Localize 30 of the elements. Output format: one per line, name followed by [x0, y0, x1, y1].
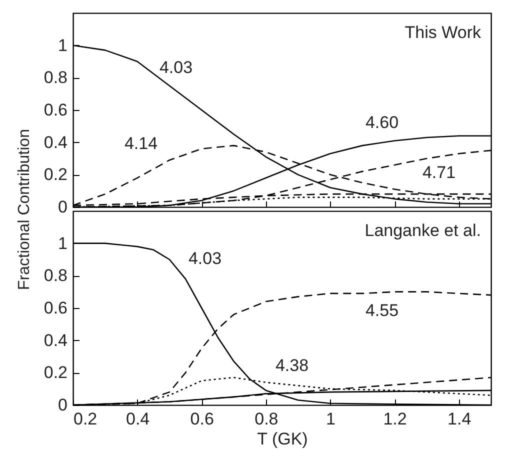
x-tick-label: 0.8	[254, 410, 278, 428]
x-tick-label: 1.2	[383, 410, 407, 428]
series-label: 4.14	[124, 134, 158, 153]
y-tick-label: 1	[58, 234, 68, 253]
y-tick-label: 0.6	[44, 100, 68, 120]
series-label: 4.60	[365, 113, 399, 132]
y-tick-label: 0.2	[44, 363, 68, 382]
x-tick-label: 1	[326, 410, 336, 428]
series-label: 4.03	[188, 249, 222, 268]
series-label: 4.03	[159, 58, 193, 77]
series-label: 4.38	[275, 356, 309, 375]
annotation: This Work	[404, 23, 482, 42]
y-tick-label: 0.2	[44, 165, 68, 184]
annotation: Langanke et al.	[364, 221, 481, 240]
y-tick-label: 0.4	[44, 132, 68, 152]
y-tick-label: 0.8	[44, 266, 68, 286]
x-tick-label: 0.6	[190, 410, 214, 428]
x-tick-label: 0.2	[74, 410, 98, 428]
x-tick-label: 0.4	[126, 410, 150, 428]
x-axis-title: T (GK)	[257, 430, 308, 448]
y-tick-label: 0.4	[44, 330, 68, 350]
series-label: 4.55	[365, 301, 399, 320]
y-tick-label: 0	[58, 396, 68, 414]
y-tick-label: 0	[58, 198, 68, 216]
y-tick-label: 0.8	[44, 68, 68, 88]
series-label: 4.71	[422, 163, 456, 182]
y-tick-label: 0.6	[44, 298, 68, 318]
y-axis-title: Fractional Contribution	[16, 129, 33, 290]
x-tick-label: 1.4	[448, 410, 472, 428]
y-tick-label: 1	[58, 36, 68, 55]
